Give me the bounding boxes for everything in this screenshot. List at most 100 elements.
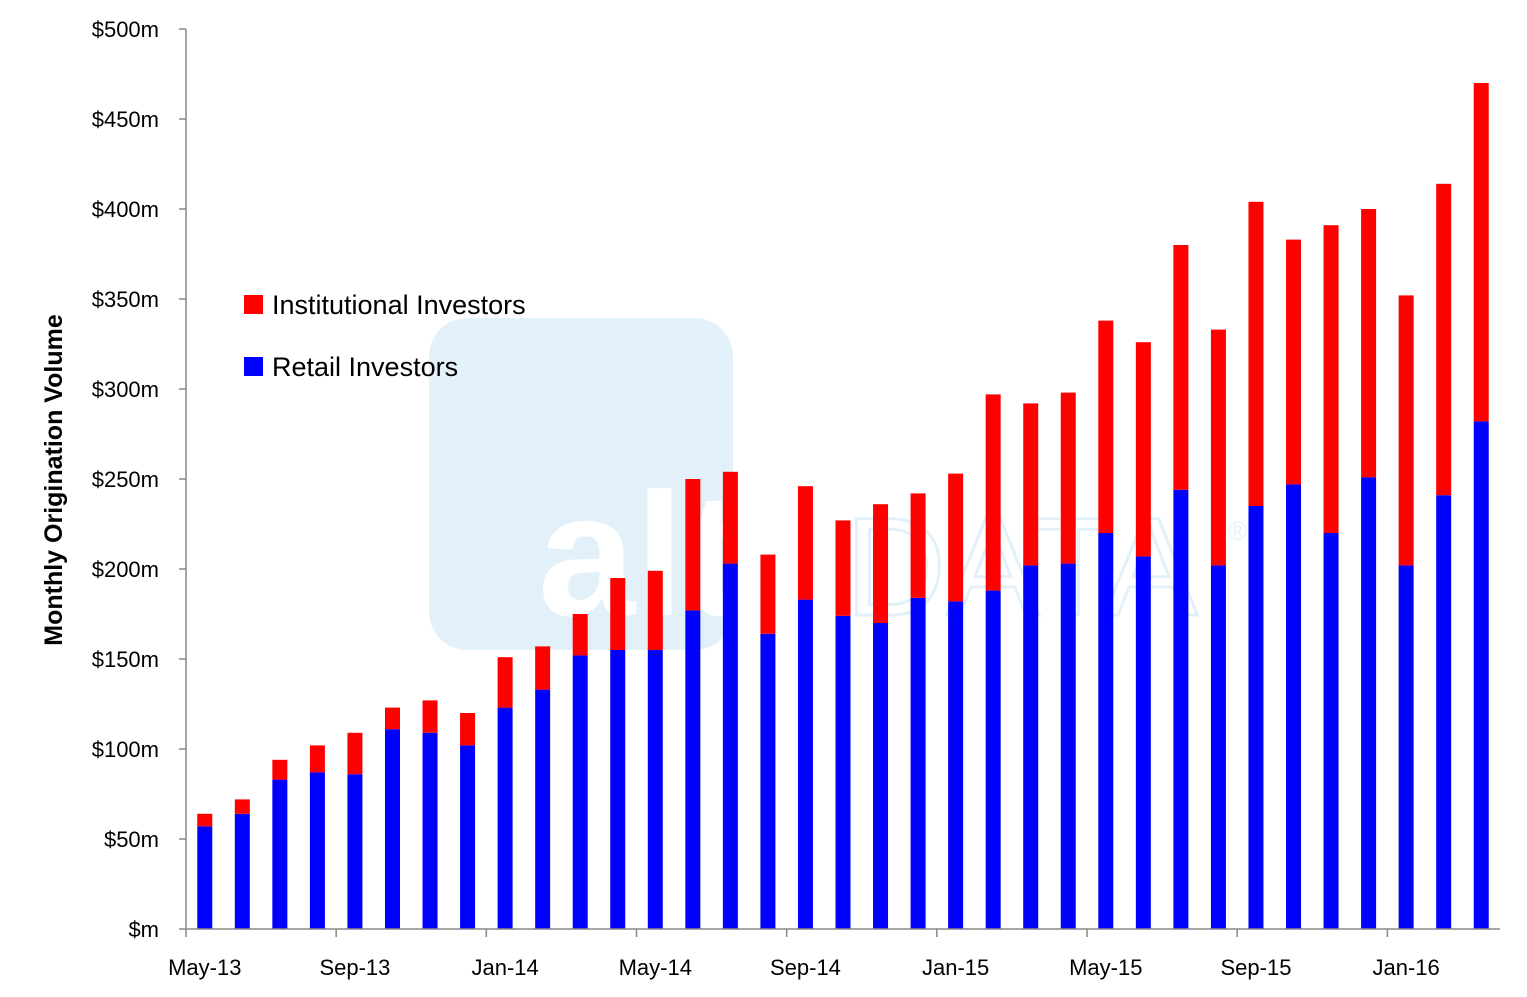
bar-retail (1098, 533, 1114, 929)
bar-retail (760, 633, 776, 929)
legend-swatch-retail (244, 357, 263, 376)
x-tick-label: Sep-13 (319, 955, 390, 980)
bar-retail (1173, 489, 1189, 929)
y-tick-label: $300m (92, 377, 159, 402)
bar-institutional (1135, 342, 1151, 557)
bar-retail (1135, 556, 1151, 929)
bar-institutional (722, 471, 738, 564)
bar-institutional (535, 646, 551, 690)
bar-retail (948, 601, 964, 929)
bar-institutional (572, 614, 588, 656)
bar-institutional (910, 493, 926, 598)
bar-retail (497, 707, 513, 929)
bar-institutional (384, 707, 400, 730)
bar-institutional (610, 578, 626, 650)
bar-retail (1023, 565, 1039, 929)
x-axis-ticks: May-13 Sep-13 Jan-14 May-14 Sep-14 Jan-15 May-… (168, 929, 1440, 980)
y-tick-label: $350m (92, 287, 159, 312)
bar-retail (685, 610, 701, 929)
y-axis-title: Monthly Origination Volume (40, 314, 68, 646)
bar-retail (985, 590, 1001, 929)
bar-institutional (197, 813, 213, 827)
y-axis-ticks: $m $50m $100m $150m $200m $250m $300m $350m $400… (92, 17, 186, 942)
bar-institutional (460, 713, 476, 746)
bar-institutional (647, 570, 663, 650)
bar-institutional (497, 657, 513, 708)
bar-retail (197, 826, 213, 929)
bar-retail (610, 650, 626, 929)
bar-institutional (797, 486, 813, 600)
legend-swatch-institutional (244, 295, 263, 314)
bar-institutional (1398, 295, 1414, 566)
x-tick-label: Jan-15 (922, 955, 989, 980)
bar-institutional (1060, 392, 1076, 564)
bar-retail (384, 729, 400, 929)
axes: $m $50m $100m $150m $200m $250m $300m $350m $400… (92, 17, 1500, 980)
bar-retail (460, 745, 476, 929)
watermark-logo-box (429, 318, 733, 650)
legend: Institutional Investors Retail Investors (244, 290, 526, 382)
x-tick-label: Jan-16 (1373, 955, 1440, 980)
y-tick-label: $400m (92, 197, 159, 222)
y-tick-label: $50m (104, 827, 159, 852)
y-tick-label: $m (128, 917, 159, 942)
bar-retail (873, 623, 889, 929)
x-tick-label: May-13 (168, 955, 241, 980)
bar-institutional (985, 394, 1001, 591)
bar-institutional (422, 700, 438, 733)
x-tick-label: May-15 (1069, 955, 1142, 980)
bar-retail (647, 650, 663, 929)
legend-label-institutional: Institutional Investors (272, 290, 526, 320)
bar-institutional (835, 520, 851, 616)
x-tick-label: Sep-15 (1220, 955, 1291, 980)
bar-institutional (347, 732, 363, 775)
x-tick-label: May-14 (619, 955, 692, 980)
y-tick-label: $500m (92, 17, 159, 42)
bar-retail (1248, 506, 1264, 929)
bar-retail (272, 779, 288, 929)
bar-institutional (1098, 320, 1114, 533)
bar-institutional (948, 473, 964, 602)
bar-retail (1473, 421, 1489, 929)
legend-label-retail: Retail Investors (272, 352, 458, 382)
y-tick-label: $150m (92, 647, 159, 672)
bar-institutional (873, 504, 889, 623)
bar-institutional (309, 745, 325, 773)
x-tick-label: Sep-14 (770, 955, 841, 980)
bar-retail (1398, 565, 1414, 929)
bar-institutional (1173, 245, 1189, 490)
bar-retail (1060, 563, 1076, 929)
bar-institutional (760, 554, 776, 634)
bar-retail (1210, 565, 1226, 929)
y-tick-label: $250m (92, 467, 159, 492)
bar-institutional (1023, 403, 1039, 566)
bar-retail (1436, 495, 1452, 929)
bar-series-group (197, 83, 1489, 929)
bar-institutional (1248, 201, 1264, 507)
bar-retail (835, 615, 851, 929)
bar-retail (1286, 484, 1302, 929)
bar-retail (1361, 477, 1377, 929)
bar-retail (234, 813, 250, 929)
watermark-registered-mark: ® (1228, 516, 1247, 546)
bar-institutional (1323, 225, 1339, 533)
bar-retail (422, 732, 438, 929)
bar-retail (347, 774, 363, 929)
bar-institutional (1361, 209, 1377, 478)
bar-retail (1323, 533, 1339, 929)
bar-institutional (272, 759, 288, 780)
bar-retail (572, 655, 588, 929)
bar-institutional (1436, 183, 1452, 496)
bar-retail (910, 597, 926, 929)
y-tick-label: $200m (92, 557, 159, 582)
y-tick-label: $100m (92, 737, 159, 762)
bar-institutional (1473, 83, 1489, 422)
bar-retail (722, 563, 738, 929)
bar-retail (309, 772, 325, 929)
bar-institutional (1286, 239, 1302, 485)
y-tick-label: $450m (92, 107, 159, 132)
bar-institutional (234, 799, 250, 814)
bar-institutional (1210, 329, 1226, 566)
x-tick-label: Jan-14 (471, 955, 538, 980)
